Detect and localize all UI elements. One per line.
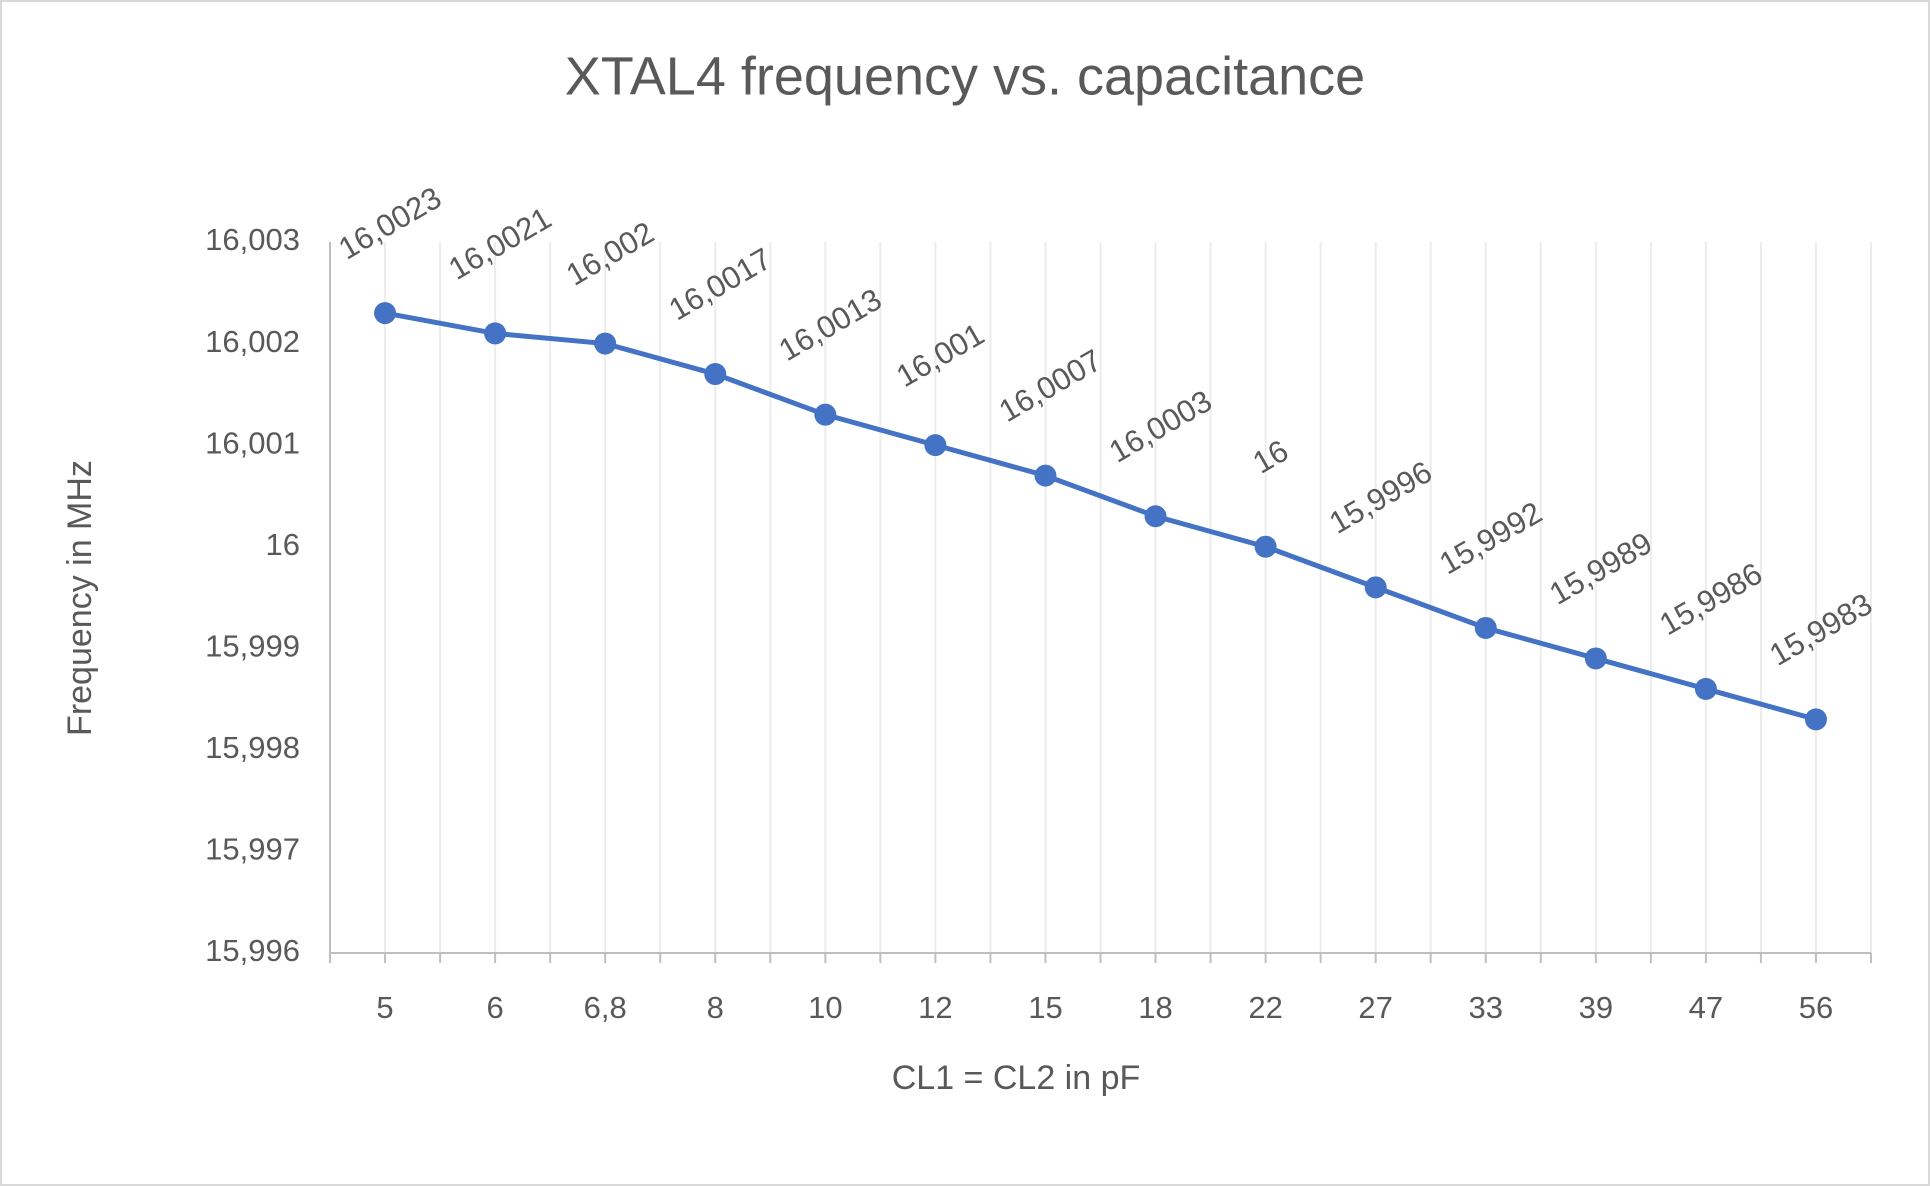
data-point [484,322,507,345]
x-tick-label: 10 [808,990,842,1025]
x-tick-label: 33 [1469,990,1503,1025]
data-point [704,363,727,386]
data-point [924,434,947,457]
data-point [1144,505,1167,528]
data-point [814,403,837,426]
data-point [594,332,617,355]
x-tick-label: 6 [486,990,503,1025]
y-tick-label: 16,001 [205,425,300,460]
series-line [384,310,1817,722]
y-tick-label: 15,999 [205,628,300,663]
x-tick-label: 27 [1358,990,1392,1025]
y-tick-label: 15,996 [205,933,300,968]
x-tick-label: 56 [1799,990,1833,1025]
data-point [1804,708,1827,731]
data-point [1254,535,1277,558]
x-tick-label: 8 [707,990,724,1025]
y-tick-label: 16 [266,527,300,562]
x-tick-label: 6,8 [584,990,627,1025]
data-point [1694,677,1717,700]
data-point [1474,616,1497,639]
x-tick-label: 18 [1138,990,1172,1025]
chart-title: XTAL4 frequency vs. capacitance [565,46,1365,106]
x-tick-label: 47 [1689,990,1723,1025]
x-tick-label: 22 [1248,990,1282,1025]
y-axis-title: Frequency in MHz [61,460,99,736]
data-point [1584,647,1607,670]
x-tick-label: 39 [1579,990,1613,1025]
data-point [1034,464,1057,487]
y-tick-label: 16,002 [205,324,300,359]
x-tick-label: 12 [918,990,952,1025]
y-tick-label: 16,003 [205,222,300,257]
data-point [374,302,397,325]
data-point [1364,576,1387,599]
y-tick-label: 15,997 [205,832,300,867]
x-axis-title: CL1 = CL2 in pF [892,1059,1141,1097]
x-tick-label: 5 [376,990,393,1025]
y-tick-label: 15,998 [205,730,300,765]
x-tick-label: 15 [1028,990,1062,1025]
